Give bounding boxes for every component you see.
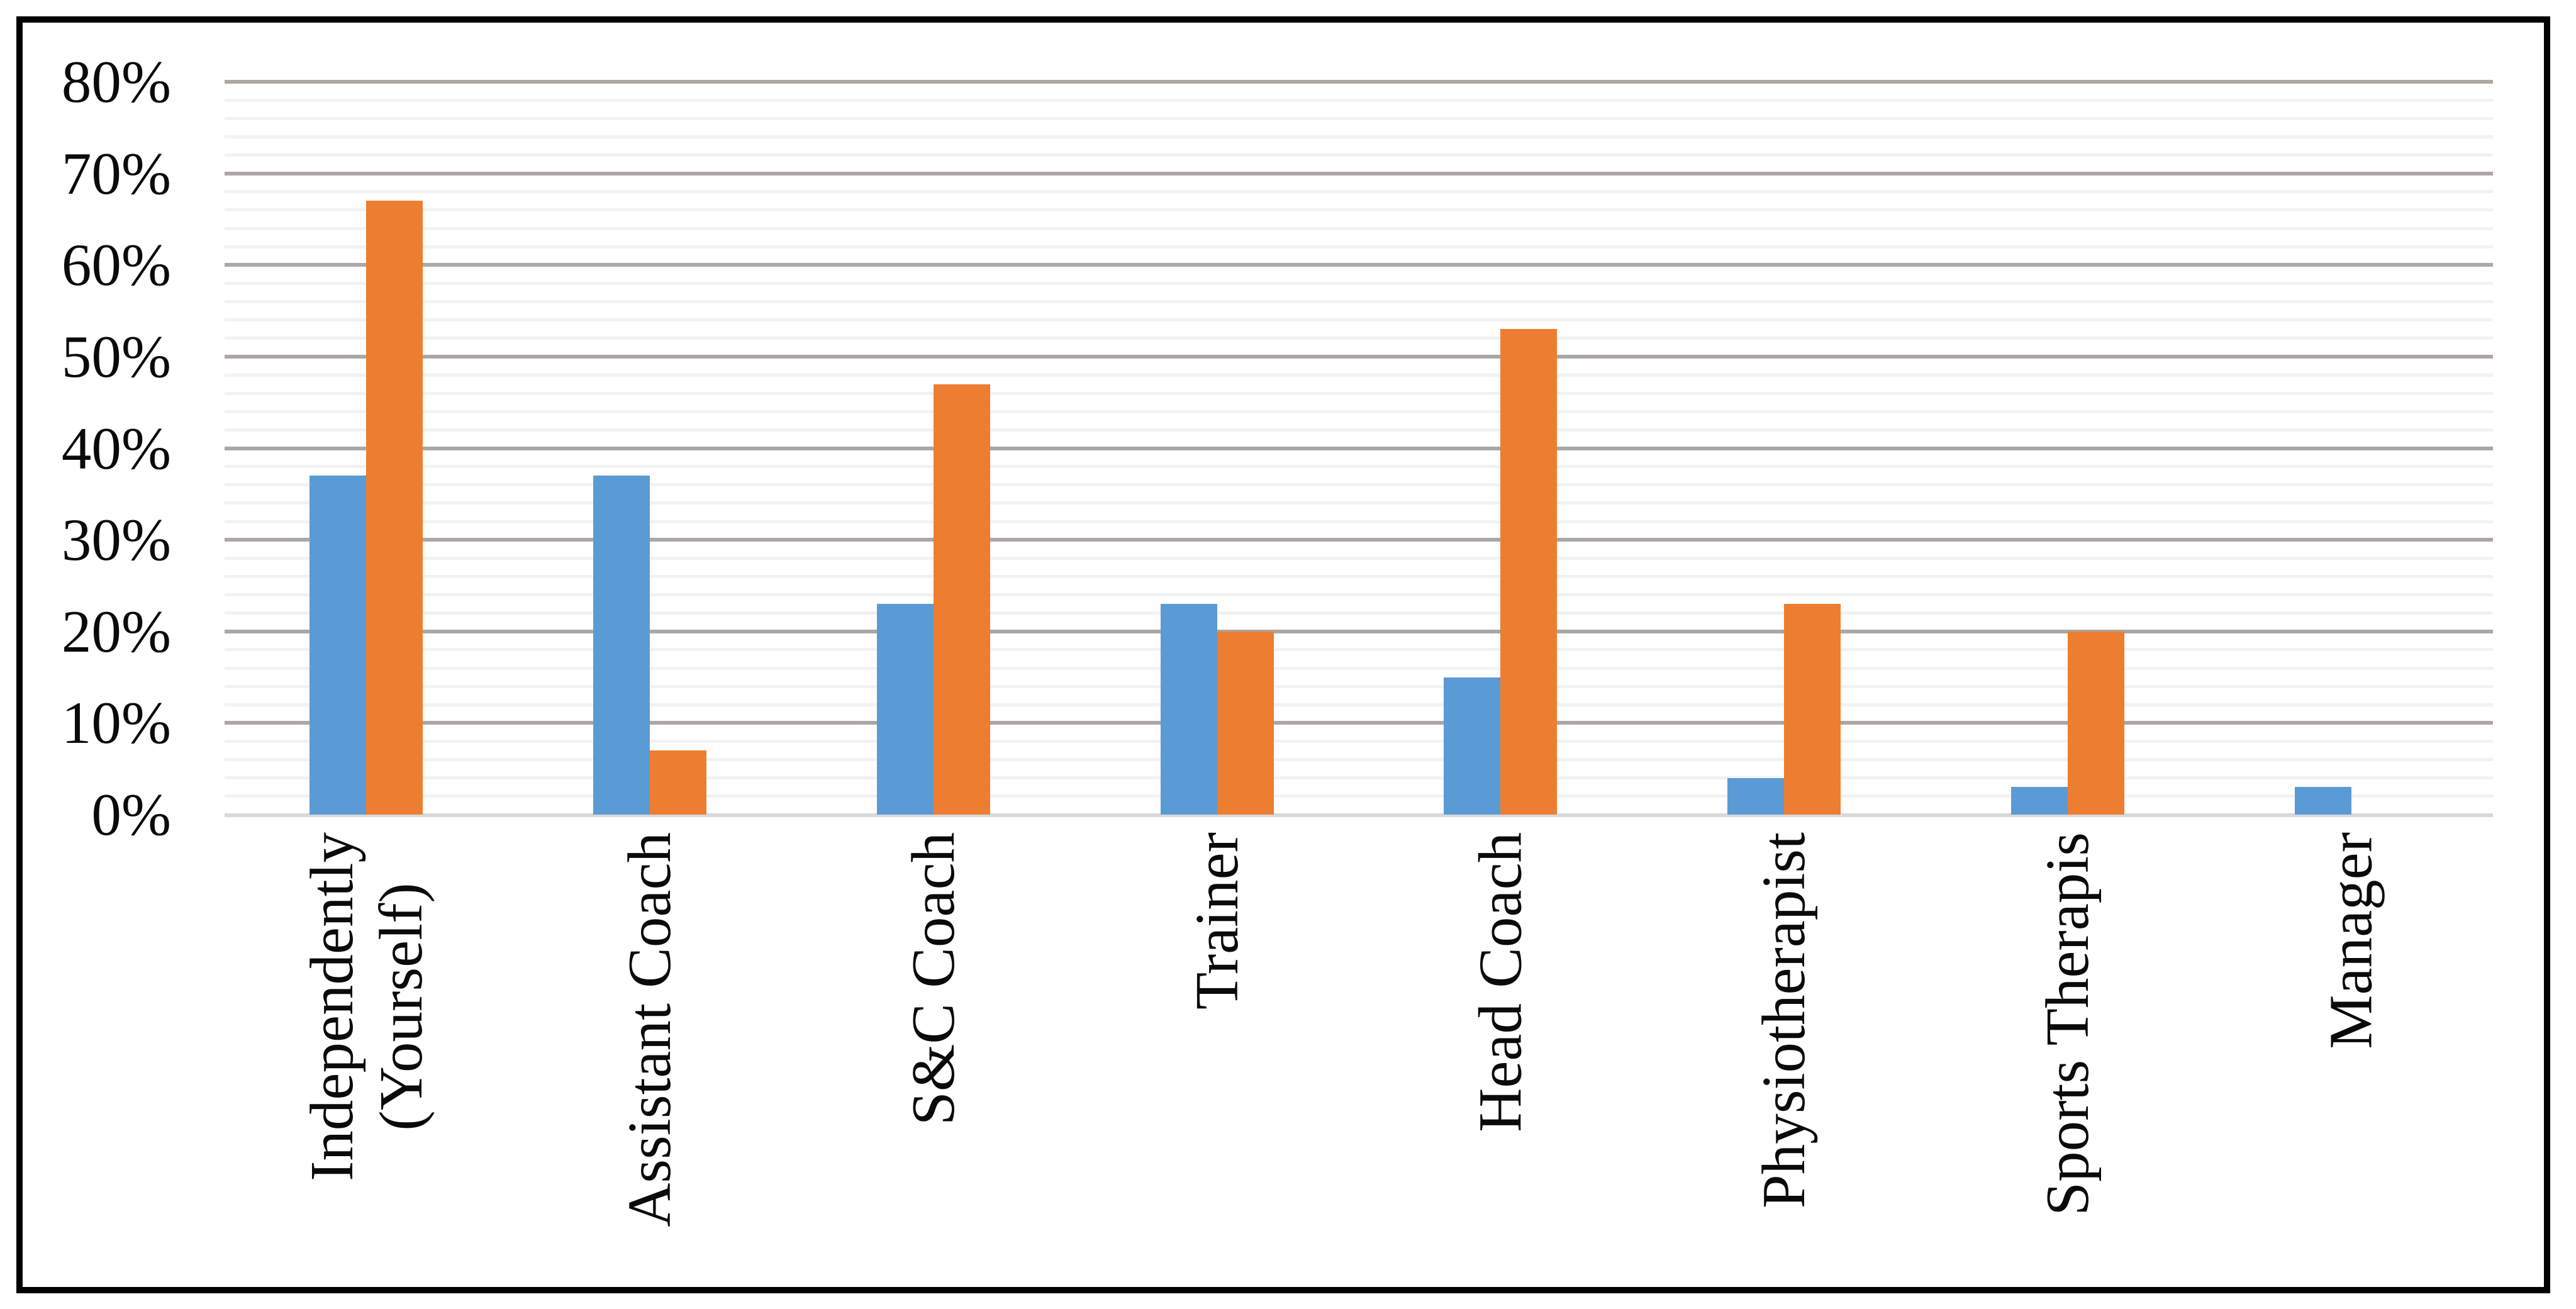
gridline-minor [225, 465, 2493, 469]
gridline-minor [225, 776, 2493, 780]
gridline-minor [225, 245, 2493, 248]
bar-orange-series-3 [1217, 631, 1274, 815]
y-axis-tick-label: 40% [61, 415, 171, 482]
gridline-minor [225, 666, 2493, 670]
gridline-minor [225, 501, 2493, 505]
category-label-0: Independently (Yourself) [298, 832, 435, 1181]
gridline-minor [225, 520, 2493, 523]
bar-orange-series-0 [366, 201, 423, 815]
category-label-1: Assistant Coach [616, 832, 684, 1227]
gridline-minor [225, 373, 2493, 377]
bar-blue-series-6 [2010, 787, 2068, 815]
gridline-minor [225, 409, 2493, 413]
category-label-7: Manager [2317, 832, 2385, 1049]
gridline-major [225, 171, 2493, 175]
y-axis-tick-label: 50% [61, 323, 171, 390]
bar-orange-series-1 [650, 750, 707, 815]
gridline-minor [225, 428, 2493, 432]
gridline-minor [225, 758, 2493, 762]
gridline-minor [225, 135, 2493, 138]
bar-blue-series-3 [1160, 604, 1217, 815]
bar-blue-series-4 [1444, 677, 1501, 815]
gridline-minor [225, 593, 2493, 596]
gridline-major [225, 629, 2493, 633]
category-label-2: S&C Coach [899, 832, 967, 1126]
gridline-minor [225, 98, 2493, 102]
gridline-minor [225, 281, 2493, 285]
gridline-minor [225, 740, 2493, 743]
gridline-minor [225, 574, 2493, 578]
y-axis-tick-label: 0% [91, 781, 171, 848]
gridline-minor [225, 648, 2493, 652]
bar-blue-series-5 [1727, 777, 1785, 815]
gridline-minor [225, 794, 2493, 798]
category-label-3: Trainer [1183, 832, 1251, 1010]
bar-blue-series-2 [876, 604, 934, 815]
gridline-major [225, 354, 2493, 359]
gridline-major [225, 446, 2493, 450]
gridline-major [225, 80, 2493, 84]
y-axis-tick-label: 70% [61, 140, 171, 207]
gridline-major [225, 538, 2493, 542]
bar-orange-series-4 [1500, 329, 1558, 815]
gridline-minor [225, 556, 2493, 560]
gridline-major [225, 263, 2493, 267]
bar-orange-series-2 [933, 384, 990, 815]
y-axis-tick-label: 20% [61, 598, 171, 665]
y-axis-tick-label: 80% [61, 48, 171, 115]
category-label-4: Head Coach [1466, 832, 1534, 1132]
gridline-minor [225, 337, 2493, 340]
bar-orange-series-6 [2067, 631, 2124, 815]
bar-blue-series-1 [593, 476, 650, 815]
gridline-minor [225, 703, 2493, 706]
gridline-minor [225, 226, 2493, 230]
gridline-minor [225, 391, 2493, 395]
category-label-6: Sports Therapis [2033, 832, 2101, 1216]
bar-orange-series-5 [1784, 604, 1841, 815]
bar-blue-series-7 [2294, 787, 2351, 815]
gridline-minor [225, 300, 2493, 303]
gridline-minor [225, 318, 2493, 322]
gridline-minor [225, 611, 2493, 615]
gridline-minor [225, 116, 2493, 120]
gridline-major [225, 721, 2493, 725]
gridline-minor [225, 208, 2493, 212]
x-axis-line [225, 813, 2493, 817]
gridline-minor [225, 684, 2493, 688]
bar-blue-series-0 [309, 476, 367, 815]
gridline-minor [225, 153, 2493, 157]
gridline-minor [225, 190, 2493, 194]
category-label-5: Physiotherapist [1750, 832, 1818, 1209]
y-axis-tick-label: 10% [61, 689, 171, 757]
gridline-minor [225, 483, 2493, 487]
y-axis-tick-label: 60% [61, 231, 171, 299]
y-axis-tick-label: 30% [61, 506, 171, 574]
